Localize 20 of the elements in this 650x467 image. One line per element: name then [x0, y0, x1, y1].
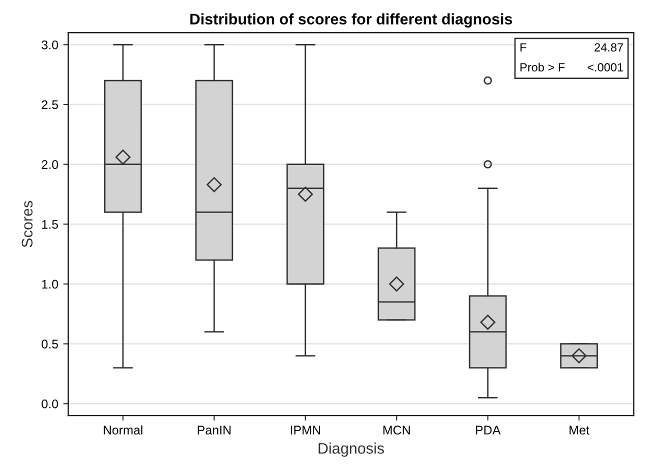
x-tick-label: Normal — [104, 425, 142, 435]
y-tick-label: 1.0 — [42, 280, 58, 289]
y-tick-label: 1.5 — [42, 220, 58, 229]
x-tick-label: IPMN — [290, 426, 320, 434]
y-tick-label: 0.0 — [42, 399, 58, 408]
x-tick-label: Met — [570, 426, 590, 435]
y-axis-title: Scores — [22, 200, 33, 248]
text: F — [520, 43, 526, 52]
text: Prob > F — [520, 62, 565, 72]
x-tick-label: MCN — [383, 426, 410, 435]
x-tick-label: PDA — [476, 426, 501, 434]
y-tick-label: 3.0 — [42, 40, 58, 50]
text: <.0001 — [588, 63, 623, 72]
text: 24.87 — [594, 43, 623, 52]
x-tick-label: PanIN — [198, 426, 231, 435]
x-axis-title: Diagnosis — [318, 442, 384, 457]
y-tick-label: 0.5 — [42, 340, 58, 348]
chart-title: Distribution of scores for different diagnosis — [190, 13, 512, 28]
y-tick-label: 2.0 — [42, 160, 58, 169]
y-tick-label: 2.5 — [42, 100, 58, 110]
